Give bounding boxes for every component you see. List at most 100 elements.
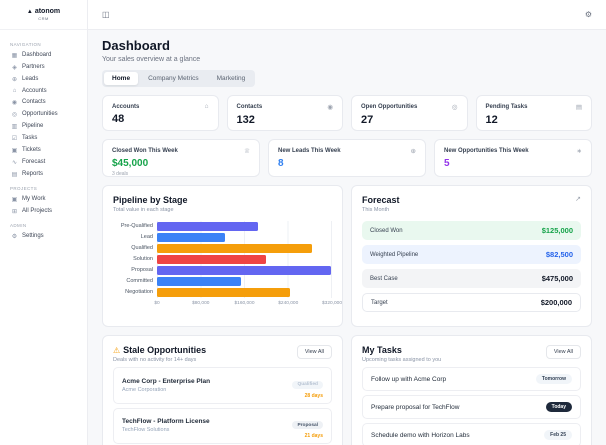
- forecast-value: $82,500: [545, 250, 573, 259]
- sidebar-item-label: Tickets: [22, 147, 41, 153]
- stat-value: 48: [112, 113, 125, 125]
- stat-label: Accounts: [112, 103, 140, 110]
- sidebar-item-partners[interactable]: ◈ Partners: [8, 61, 79, 73]
- view-all-stale-button[interactable]: View All: [296, 345, 332, 359]
- sidebar-item-label: Dashboard: [22, 52, 52, 58]
- panel-subtitle: Upcoming tasks assigned to you: [362, 357, 442, 363]
- bar-lead[interactable]: [157, 233, 225, 242]
- bar-pre-qualified[interactable]: [157, 222, 258, 231]
- sidebar-item-label: Partners: [22, 64, 45, 70]
- pipeline-bar-chart: Pre-Qualified Lead Qualified Solution Pr…: [113, 221, 342, 309]
- task-row[interactable]: Schedule demo with Horizon Labs Feb 25: [362, 423, 581, 445]
- sidebar-item-label: Forecast: [22, 159, 46, 165]
- view-all-tasks-button[interactable]: View All: [545, 345, 581, 359]
- sidebar-item-label: Opportunities: [22, 111, 58, 117]
- bar-negotiation[interactable]: [157, 288, 291, 297]
- forecast-row-target: Target $200,000: [362, 293, 581, 312]
- sidebar-item-contacts[interactable]: ◉ Contacts: [8, 96, 79, 108]
- dashboard-content: Dashboard Your sales overview at a glanc…: [88, 30, 606, 445]
- stat-value: 27: [361, 114, 374, 126]
- topbar: ◫ ⚙: [88, 0, 606, 30]
- sidebar-item-all-projects[interactable]: ⊞ All Projects: [8, 205, 79, 217]
- stale-opportunity-row[interactable]: TechFlow - Platform License TechFlow Sol…: [113, 407, 332, 444]
- clipboard-icon: ▤: [575, 104, 582, 111]
- sidebar-item-settings[interactable]: ⚙ Settings: [8, 230, 79, 242]
- target-icon: ◎: [451, 104, 458, 111]
- page-title: Dashboard: [102, 38, 170, 53]
- opportunity-company: Acme Corporation: [122, 386, 167, 393]
- sidebar-item-dashboard[interactable]: ▦ Dashboard: [8, 49, 79, 61]
- panel-title: My Tasks: [362, 345, 402, 355]
- sidebar-item-label: All Projects: [22, 208, 53, 214]
- opportunity-company: TechFlow Solutions: [122, 427, 170, 434]
- sidebar-item-label: Settings: [22, 233, 44, 239]
- forecast-row-weighted-pipeline: Weighted Pipeline $82,500: [362, 245, 581, 264]
- reports-icon: ▤: [11, 171, 18, 178]
- panel-subtitle: Total value in each stage: [113, 207, 174, 213]
- panel-title: Stale Opportunities: [123, 345, 207, 355]
- task-row[interactable]: Follow up with Acme Corp Tomorrow: [362, 367, 581, 391]
- forecast-label: Weighted Pipeline: [370, 251, 419, 258]
- user-plus-icon: ⊕: [410, 148, 416, 155]
- bar-solution[interactable]: [157, 255, 266, 264]
- all-projects-icon: ⊞: [11, 208, 18, 215]
- main-area: ◫ ⚙ Dashboard Your sales overview at a g…: [88, 0, 606, 445]
- tab-company-metrics[interactable]: Company Metrics: [148, 75, 199, 82]
- forecast-panel: Forecast This Month ↗ Closed Won $125,00…: [351, 185, 592, 327]
- task-title: Prepare proposal for TechFlow: [371, 403, 460, 411]
- settings-icon: ⚙: [11, 233, 18, 240]
- task-row[interactable]: Prepare proposal for TechFlow Today: [362, 395, 581, 419]
- panel-title: Pipeline by Stage: [113, 195, 188, 205]
- stat-card-row: Accounts ⌂ 48 Contacts ◉ 132 Open Opport…: [102, 95, 592, 131]
- pipeline-icon: ▥: [11, 123, 18, 130]
- dashboard-tabs: Home Company Metrics Marketing: [102, 70, 256, 87]
- sidebar-item-leads[interactable]: ⊕ Leads: [8, 73, 79, 85]
- stat-label: Pending Tasks: [485, 104, 528, 110]
- forecast-row-closed-won: Closed Won $125,000: [362, 221, 581, 240]
- building-icon: ⌂: [204, 103, 209, 110]
- stale-opportunity-row[interactable]: Acme Corp - Enterprise Plan Acme Corpora…: [113, 367, 332, 404]
- forecast-label: Closed Won: [370, 227, 403, 234]
- panel-subtitle: This Month: [362, 207, 390, 213]
- bar-proposal[interactable]: [157, 266, 331, 275]
- brand-product: CRM: [38, 16, 49, 21]
- sidebar-item-accounts[interactable]: ⌂ Accounts: [8, 85, 79, 96]
- sidebar-item-forecast[interactable]: ∿ Forecast: [8, 156, 79, 168]
- sidebar-item-label: My Work: [22, 196, 46, 202]
- stale-opportunities-panel: ⚠ Stale Opportunities Deals with no acti…: [102, 335, 343, 445]
- panel-title: Forecast: [362, 195, 400, 205]
- people-icon: ◉: [327, 104, 333, 111]
- sidebar-item-tasks[interactable]: ☑ Tasks: [8, 132, 79, 144]
- sidebar-toggle-icon[interactable]: ◫: [102, 10, 110, 19]
- sidebar-item-label: Reports: [22, 171, 44, 177]
- x-tick: $320,000: [321, 301, 343, 306]
- my-tasks-panel: My Tasks Upcoming tasks assigned to you …: [351, 335, 592, 445]
- tab-home[interactable]: Home: [104, 72, 139, 85]
- sidebar-item-pipeline[interactable]: ▥ Pipeline: [8, 120, 79, 132]
- x-tick: $240,000: [278, 301, 299, 306]
- sparkle-icon: ∗: [576, 148, 582, 155]
- sidebar-item-my-work[interactable]: ▣ My Work: [8, 193, 79, 205]
- my-work-icon: ▣: [11, 196, 18, 203]
- closed-won-card: Closed Won This Week ♕ $45,000 3 deals: [102, 139, 260, 177]
- warning-icon: ⚠: [113, 345, 121, 355]
- bar-qualified[interactable]: [157, 244, 312, 253]
- highlight-card-row: Closed Won This Week ♕ $45,000 3 deals N…: [102, 139, 592, 177]
- y-label: Qualified: [131, 245, 153, 251]
- y-label: Committed: [126, 278, 153, 284]
- tab-marketing[interactable]: Marketing: [216, 75, 246, 82]
- sidebar-item-opportunities[interactable]: ◎ Opportunities: [8, 108, 79, 120]
- forecast-row-best-case: Best Case $475,000: [362, 269, 581, 288]
- stat-card-accounts: Accounts ⌂ 48: [102, 95, 219, 131]
- bar-committed[interactable]: [157, 277, 242, 286]
- chart-plot-area: [157, 221, 332, 298]
- opportunity-title: Acme Corp - Enterprise Plan: [122, 377, 211, 385]
- sidebar-item-reports[interactable]: ▤ Reports: [8, 168, 79, 180]
- nav-section-label: Projects: [10, 186, 38, 191]
- new-leads-card: New Leads This Week ⊕ 8: [268, 139, 426, 177]
- opportunities-icon: ◎: [11, 111, 18, 118]
- sidebar-item-tickets[interactable]: ▣ Tickets: [8, 144, 79, 156]
- opportunity-title: TechFlow - Platform License: [122, 418, 210, 426]
- gear-icon[interactable]: ⚙: [584, 10, 592, 19]
